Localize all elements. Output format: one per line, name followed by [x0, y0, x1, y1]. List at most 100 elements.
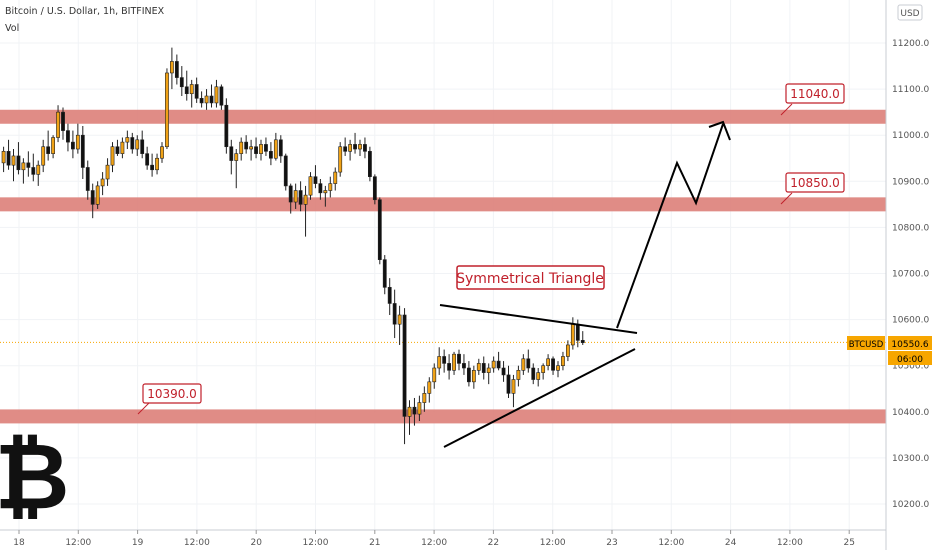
candle[interactable] [56, 105, 60, 143]
price-axis[interactable]: USD 11200.011100.011000.010900.010800.01… [847, 0, 932, 550]
candle[interactable] [120, 137, 125, 159]
candle[interactable] [66, 123, 70, 152]
candle[interactable] [61, 107, 65, 140]
candle[interactable] [85, 160, 90, 200]
candle[interactable] [511, 374, 516, 408]
candle[interactable] [402, 308, 407, 445]
candle[interactable] [506, 365, 511, 398]
callout-box-11040[interactable] [785, 83, 845, 104]
candle[interactable] [541, 363, 546, 380]
candle[interactable] [189, 79, 194, 108]
symbol-title[interactable]: Bitcoin / U.S. Dollar, 1h, BITFINEX [5, 6, 165, 17]
candle[interactable] [536, 368, 541, 387]
candle[interactable] [323, 185, 328, 207]
candle[interactable] [16, 142, 21, 175]
candle[interactable] [135, 135, 140, 156]
candle[interactable] [422, 386, 427, 412]
candle[interactable] [31, 153, 36, 182]
candle[interactable] [249, 139, 254, 161]
candle[interactable] [471, 365, 476, 389]
candle[interactable] [239, 137, 244, 161]
candle[interactable] [407, 400, 412, 435]
zone-11040.0[interactable] [0, 109, 886, 124]
candle[interactable] [160, 142, 164, 163]
candle[interactable] [125, 130, 130, 150]
candle[interactable] [11, 149, 16, 182]
candle[interactable] [303, 185, 308, 237]
candle[interactable] [170, 47, 174, 90]
candle[interactable] [293, 183, 298, 209]
candle[interactable] [358, 139, 362, 156]
projection-path[interactable] [616, 123, 724, 329]
candle[interactable] [432, 363, 437, 389]
candle[interactable] [90, 183, 95, 219]
candle[interactable] [457, 349, 461, 371]
candle[interactable] [476, 358, 481, 375]
candle[interactable] [338, 142, 343, 177]
zone-10390.0[interactable] [0, 409, 886, 424]
candle[interactable] [367, 146, 372, 182]
candle[interactable] [501, 361, 506, 382]
candle[interactable] [516, 365, 521, 387]
candle[interactable] [100, 172, 105, 196]
candle[interactable] [21, 158, 26, 184]
drawings[interactable] [439, 120, 731, 448]
candle[interactable] [308, 172, 313, 200]
candle[interactable] [268, 142, 273, 166]
candle[interactable] [372, 174, 377, 205]
candle[interactable] [155, 153, 159, 175]
candle[interactable] [551, 356, 555, 375]
candle[interactable] [174, 54, 179, 85]
candle[interactable] [333, 167, 338, 191]
candle[interactable] [259, 139, 263, 161]
candle[interactable] [150, 153, 155, 177]
candle[interactable] [570, 317, 575, 350]
candle[interactable] [392, 289, 397, 339]
candle[interactable] [298, 181, 303, 212]
candle[interactable] [561, 351, 565, 371]
candle[interactable] [145, 146, 150, 170]
candle[interactable] [313, 165, 318, 189]
candle[interactable] [526, 349, 531, 373]
candle[interactable] [140, 130, 145, 159]
candle[interactable] [491, 356, 496, 373]
candle[interactable] [194, 77, 199, 103]
candle[interactable] [244, 135, 249, 154]
volume-indicator-label[interactable]: Vol [5, 23, 19, 34]
candle[interactable] [199, 91, 204, 108]
candle[interactable] [179, 66, 184, 97]
candle[interactable] [6, 139, 11, 170]
candle[interactable] [328, 176, 333, 198]
projection-arrowhead[interactable] [708, 120, 731, 141]
candle[interactable] [397, 305, 402, 345]
triangle-upper-line[interactable] [439, 304, 638, 334]
candle[interactable] [36, 160, 41, 186]
callout-box-10390[interactable] [142, 383, 202, 404]
candle[interactable] [348, 139, 353, 161]
candle[interactable] [417, 395, 422, 422]
candle[interactable] [26, 151, 31, 177]
candle[interactable] [521, 354, 526, 375]
candle[interactable] [184, 70, 189, 101]
candle[interactable] [447, 354, 452, 380]
candle[interactable] [283, 153, 288, 191]
currency-badge[interactable] [897, 4, 923, 21]
candle[interactable] [110, 142, 115, 173]
candle[interactable] [481, 356, 486, 380]
candle[interactable] [412, 397, 417, 426]
candle[interactable] [204, 89, 209, 110]
candle[interactable] [278, 135, 283, 163]
candle[interactable] [343, 137, 348, 156]
candle[interactable] [462, 354, 466, 375]
candle[interactable] [353, 132, 357, 154]
candle[interactable] [234, 149, 239, 189]
candle[interactable] [288, 183, 293, 214]
candle[interactable] [51, 135, 56, 159]
candles[interactable] [1, 47, 585, 445]
candle[interactable] [165, 68, 169, 150]
candle[interactable] [224, 98, 229, 154]
candle[interactable] [580, 331, 585, 345]
candle[interactable] [46, 130, 51, 161]
